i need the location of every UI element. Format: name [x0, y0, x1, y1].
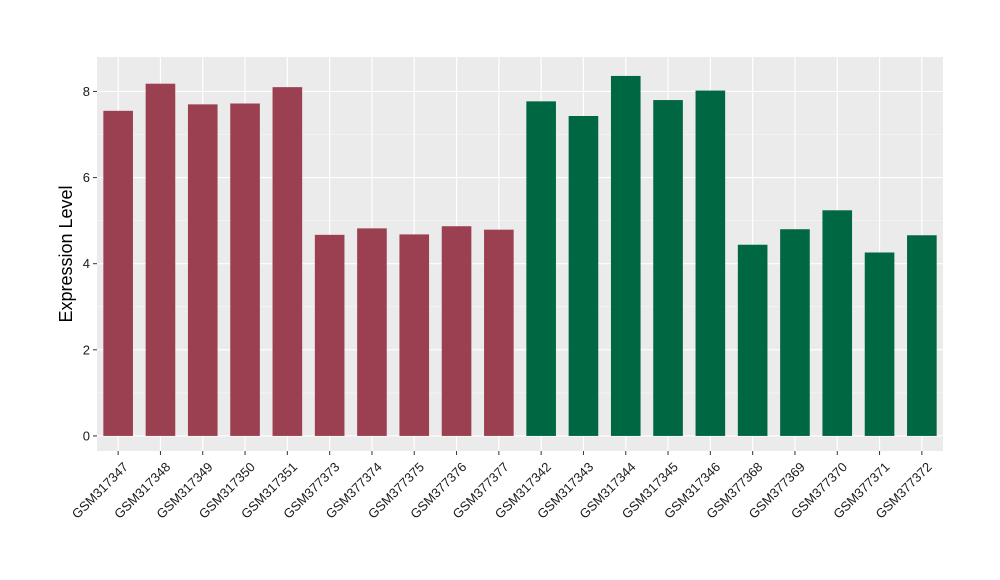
bar-GSM377373 [314, 234, 345, 436]
bar-GSM377370 [822, 210, 853, 436]
y-tick-label: 4 [83, 256, 90, 271]
bar-GSM317347 [103, 110, 133, 436]
bar-GSM377376 [441, 226, 472, 436]
bars [103, 75, 937, 436]
y-tick-label: 2 [83, 342, 90, 357]
bar-GSM317344 [610, 75, 641, 436]
y-tick-label: 8 [83, 84, 90, 99]
bar-GSM317351 [272, 87, 303, 436]
bar-GSM377377 [484, 229, 514, 436]
bar-GSM317346 [695, 90, 726, 436]
panel-background [97, 57, 943, 451]
bar-GSM317350 [230, 103, 260, 436]
bar-GSM317348 [145, 83, 176, 436]
y-tick-label: 6 [83, 170, 90, 185]
bar-GSM317343 [568, 115, 599, 436]
bar-GSM377368 [737, 244, 768, 436]
x-axis: GSM317347GSM317348GSM317349GSM317350GSM3… [69, 451, 935, 522]
y-axis-title: Expression Level [56, 185, 76, 322]
bar-GSM317345 [653, 100, 683, 436]
y-tick-label: 0 [83, 428, 90, 443]
bar-GSM317342 [526, 101, 556, 436]
bar-GSM377369 [780, 229, 810, 436]
bar-GSM377371 [864, 252, 895, 436]
bar-GSM377375 [399, 234, 430, 436]
bar-GSM377374 [357, 228, 387, 436]
y-axis: 0 2 4 6 8 [83, 84, 97, 443]
bar-GSM377372 [907, 235, 937, 436]
bar-GSM317349 [187, 104, 218, 436]
